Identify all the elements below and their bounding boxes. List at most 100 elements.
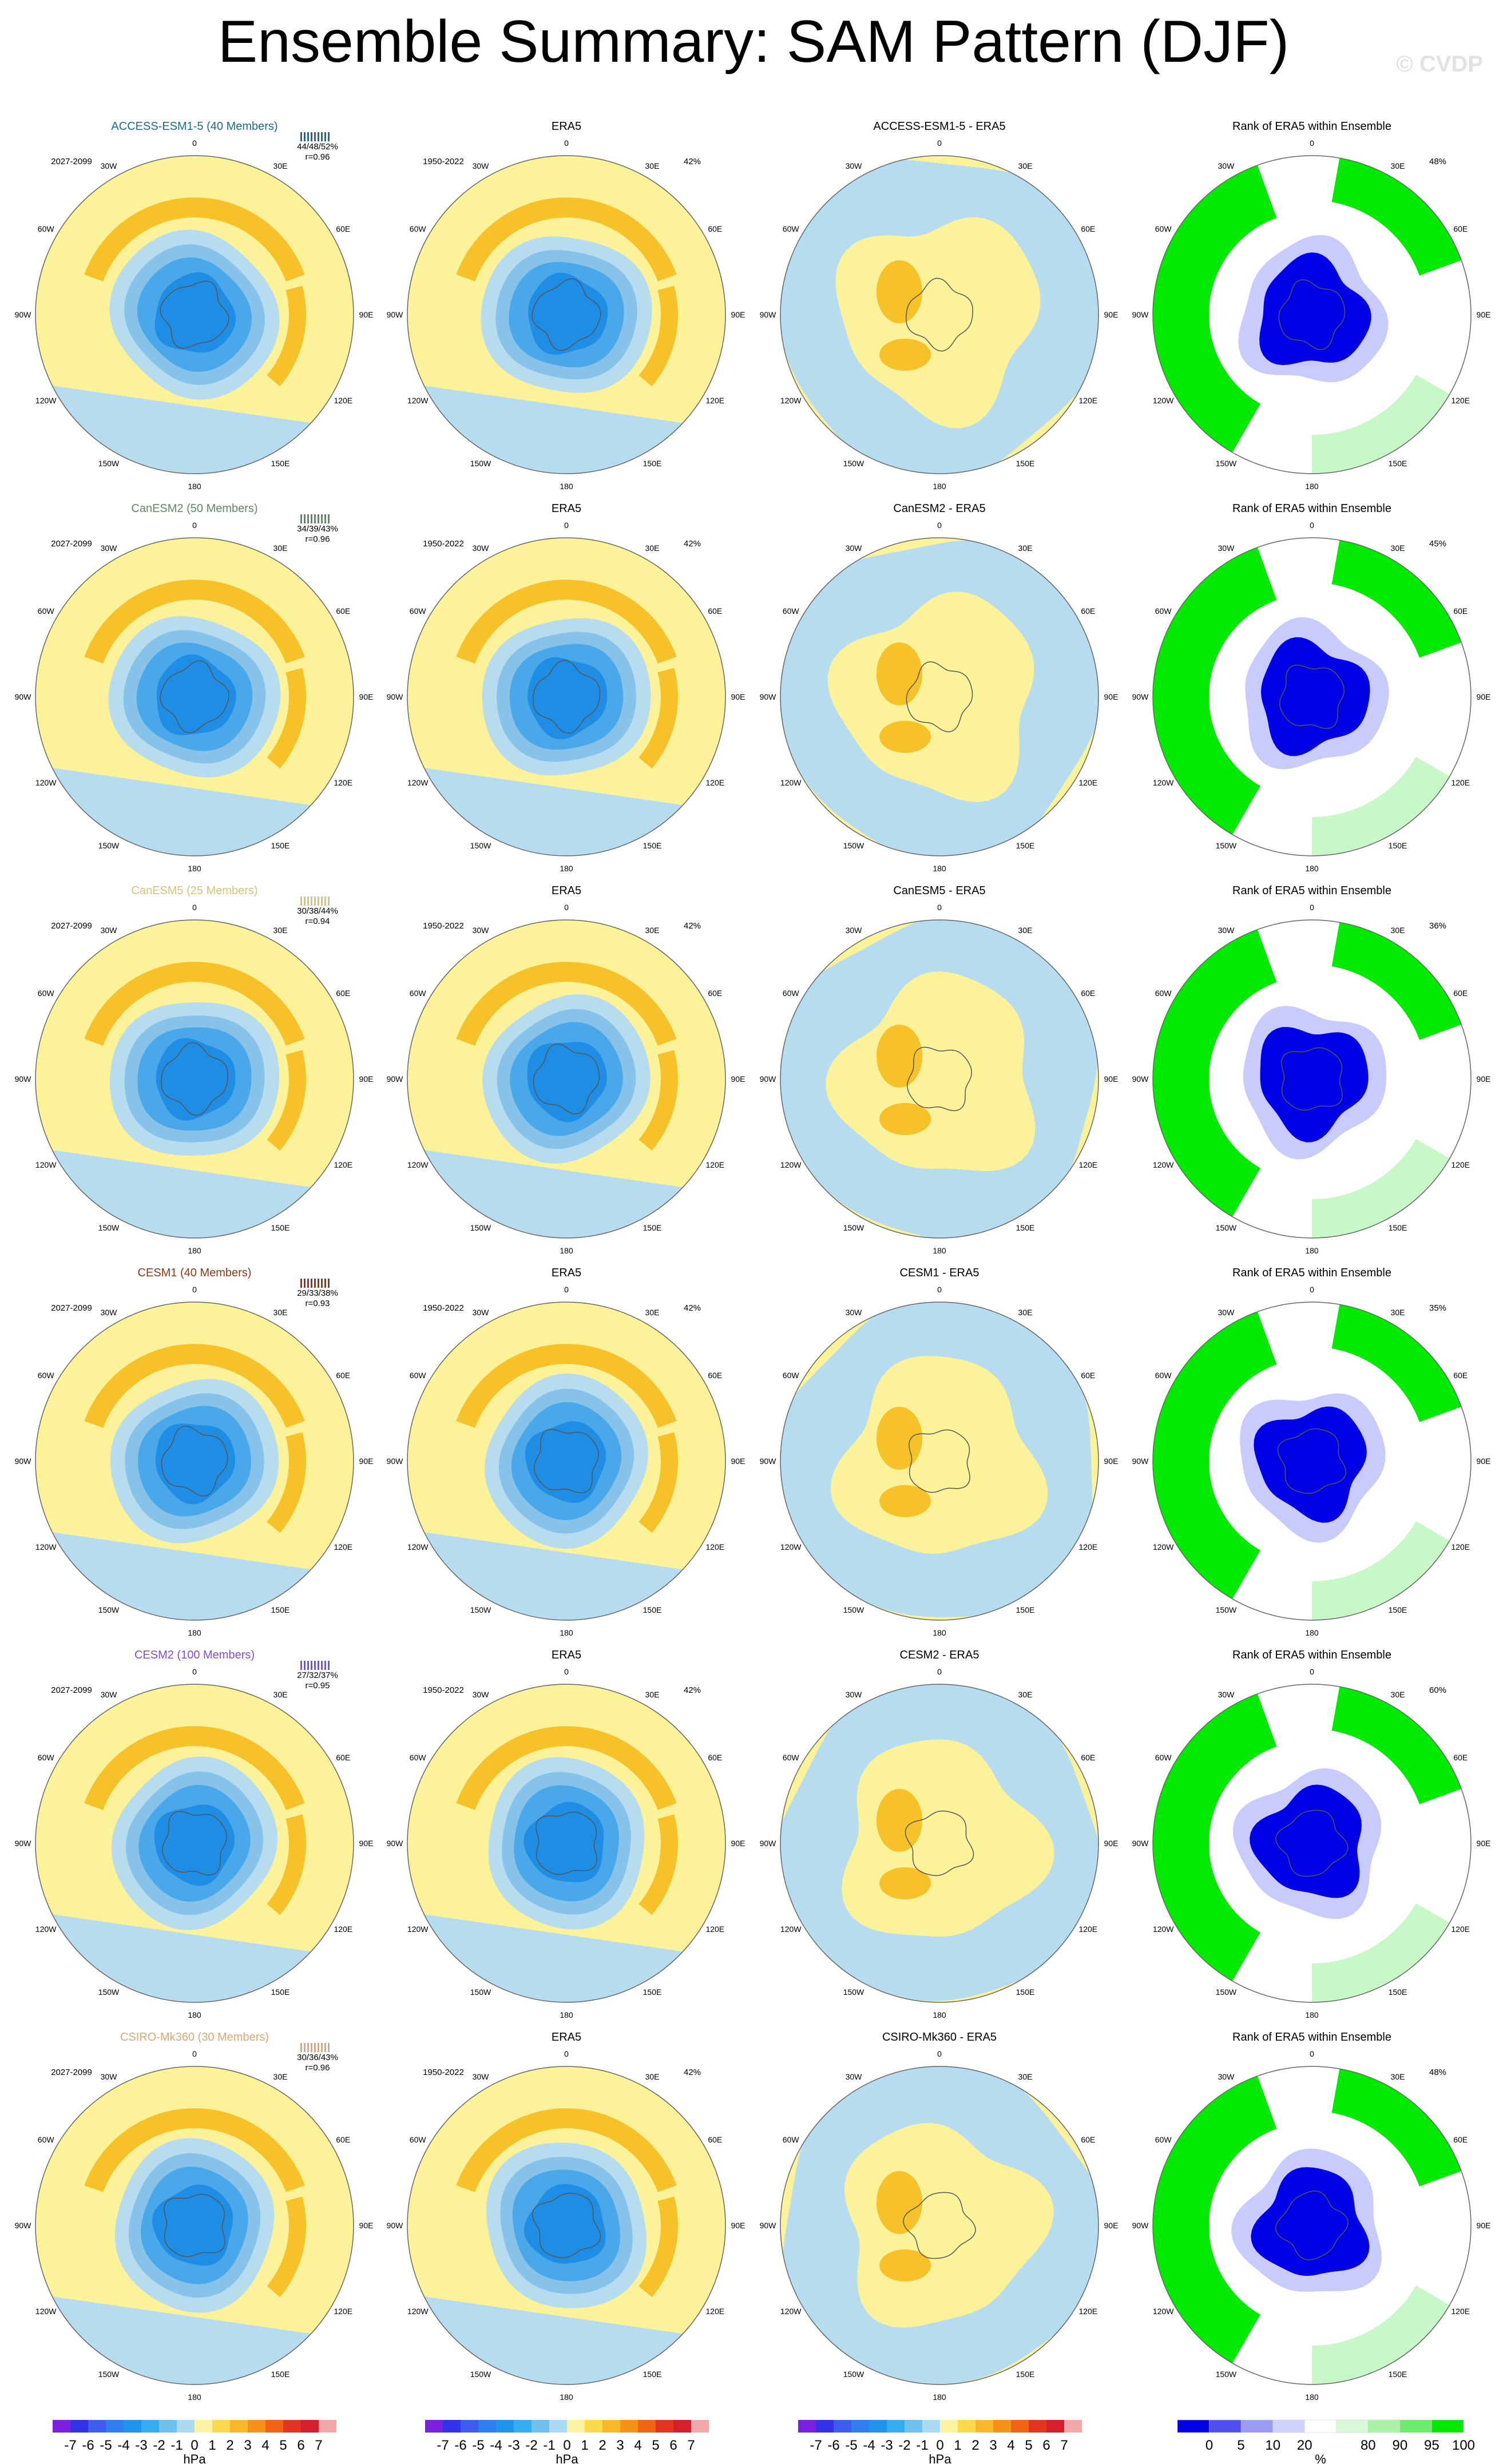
longitude-label: 30E [1391,1308,1405,1317]
longitude-label: 0 [937,1285,942,1294]
colorbar-swatch [602,2420,620,2433]
colorbar-swatch [1272,2419,1305,2433]
map-panel-r3-c2: 0 30E 60E 90E 120E 150E 180 150W 120W 90W 60W 30W ER… [387,884,745,1255]
map-panel-r3-c4: 0 30E 60E 90E 120E 150E 180 150W 120W 90W 60W 30W Ra… [1132,884,1491,1255]
longitude-label: 150E [1016,841,1035,850]
colorbar-hpa-1: -7 -6 -5 -4 -3 -2 -1 0 1 2 3 4 5 6 7 hPa [53,2420,336,2464]
longitude-label: 0 [1310,903,1314,912]
colorbar-tick-label: 1 [954,2438,961,2453]
pattern-correlation: r=0.96 [306,534,330,544]
reference-period: 1950-2022 [423,2068,464,2077]
member-spread-bar [304,1661,306,1670]
longitude-label: 90E [1477,1074,1491,1084]
colorbar-tick-label: 6 [1042,2438,1050,2453]
longitude-label: 90W [1132,2221,1149,2230]
longitude-label: 30W [1218,2072,1235,2081]
longitude-label: 150W [843,1605,864,1614]
colorbar-swatch [443,2420,461,2433]
longitude-label: 120E [1451,2307,1470,2316]
longitude-label: 120W [1153,396,1174,405]
longitude-label: 0 [937,138,942,148]
longitude-label: 30W [1218,543,1235,553]
colorbar-tick-label: -6 [827,2438,839,2453]
map-panel-r5-c3: 0 30E 60E 90E 120E 150E 180 150W 120W 90W 60W 30W CE… [760,1649,1119,2019]
colorbar-tick-label: 4 [1007,2438,1014,2453]
longitude-label: 90W [387,1074,404,1084]
colorbar-tick-label: -2 [153,2438,165,2453]
map-panel-r2-c4: 0 30E 60E 90E 120E 150E 180 150W 120W 90W 60W 30W Ra… [1132,502,1491,873]
longitude-label: 150E [643,841,662,850]
member-spread-bar [300,514,302,523]
member-spread-bar [314,1279,316,1288]
longitude-label: 30W [846,543,863,553]
member-spread-bar [311,1279,312,1288]
longitude-label: 180 [933,2392,946,2402]
rank-pct: 48% [1429,157,1446,166]
pattern-correlation: r=0.93 [306,1299,330,1308]
longitude-label: 150E [1389,1605,1407,1614]
colorbar-swatch [301,2420,319,2433]
longitude-label: 150E [1016,1605,1035,1614]
longitude-label: 150W [1216,841,1237,850]
longitude-label: 90E [1104,692,1119,701]
longitude-label: 30W [1218,1308,1235,1317]
longitude-label: 120W [407,778,429,787]
longitude-label: 90E [1477,310,1491,319]
difference-title: CSIRO-Mk360 - ERA5 [882,2031,997,2044]
longitude-label: 90E [731,310,745,319]
rank-title: Rank of ERA5 within Ensemble [1232,884,1391,897]
longitude-label: 90E [1477,692,1491,701]
longitude-label: 120W [35,1542,57,1552]
longitude-label: 120E [1078,778,1097,787]
pattern-stats: 30/36/43% [297,2053,338,2062]
map-panel-r6-c4: 0 30E 60E 90E 120E 150E 180 150W 120W 90W 60W 30W Ra… [1132,2031,1491,2402]
longitude-label: 150W [470,1223,491,1232]
longitude-label: 0 [192,138,197,148]
longitude-label: 60E [336,2135,350,2144]
longitude-label: 90E [1104,2221,1119,2230]
member-spread-bar [311,514,312,523]
reference-period: 1950-2022 [423,539,464,549]
period-label: 2027-2099 [51,2068,92,2077]
longitude-label: 60E [708,1753,722,1762]
map-panel-r4-c3: 0 30E 60E 90E 120E 150E 180 150W 120W 90W 60W 30W CE… [760,1267,1119,1637]
pattern-stats: 29/33/38% [297,1288,338,1298]
colorbar-tick-label: 0 [936,2438,943,2453]
longitude-label: 150W [843,1987,864,1997]
longitude-label: 150W [98,841,120,850]
longitude-label: 0 [1310,1285,1314,1294]
member-spread-bar [307,1279,309,1288]
longitude-label: 30E [1391,2072,1405,2081]
pattern-stats: 44/48/52% [297,142,338,152]
longitude-label: 150E [1389,1987,1407,1997]
rank-pct: 36% [1429,921,1446,931]
longitude-label: 90W [760,310,777,319]
longitude-label: 150W [98,2370,120,2379]
pattern-stats: 27/32/37% [297,1671,338,1680]
member-spread-bar [314,514,316,523]
longitude-label: 0 [937,2049,942,2058]
longitude-label: 30E [645,2072,660,2081]
longitude-label: 60E [1453,2135,1468,2144]
longitude-label: 60W [1155,1371,1172,1380]
longitude-label: 60E [336,1753,350,1762]
longitude-label: 30E [1018,926,1033,935]
reference-title: ERA5 [552,884,581,897]
longitude-label: 0 [192,2049,197,2058]
longitude-label: 150E [1389,1223,1407,1232]
longitude-label: 60W [410,989,427,998]
longitude-label: 120W [1153,1542,1174,1552]
pattern-stats: 30/38/44% [297,906,338,916]
longitude-label: 120W [780,396,802,405]
longitude-label: 30W [101,1690,118,1699]
longitude-label: 0 [564,2049,569,2058]
longitude-label: 180 [1305,864,1319,873]
longitude-label: 30W [473,926,490,935]
difference-title: CanESM2 - ERA5 [893,502,985,515]
longitude-label: 30E [1018,2072,1033,2081]
longitude-label: 150W [470,2370,491,2379]
rank-title: Rank of ERA5 within Ensemble [1232,502,1391,515]
colorbar-swatch [975,2420,993,2433]
member-spread-bar [314,1661,316,1670]
longitude-label: 120W [780,1542,802,1552]
